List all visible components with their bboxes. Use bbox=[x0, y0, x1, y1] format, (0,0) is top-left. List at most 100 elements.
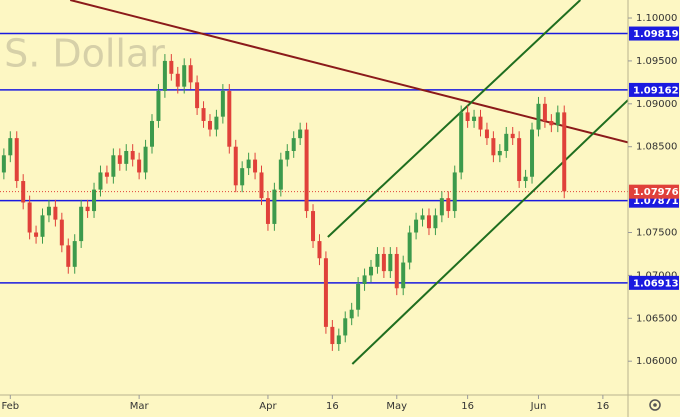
candle-body bbox=[530, 129, 535, 177]
last-price-box bbox=[629, 184, 679, 199]
candle-body bbox=[472, 116, 477, 121]
x-tick-label: May bbox=[386, 401, 407, 412]
candle-body bbox=[311, 211, 316, 242]
candle-body bbox=[188, 65, 193, 83]
candle-body bbox=[278, 159, 283, 190]
candle-body bbox=[162, 60, 167, 91]
candle-body bbox=[304, 129, 309, 212]
candle-body bbox=[66, 245, 71, 267]
candle-body bbox=[562, 112, 567, 192]
candle-body bbox=[27, 202, 32, 233]
candle-body bbox=[53, 206, 58, 220]
candle-body bbox=[420, 215, 425, 220]
candle-body bbox=[156, 90, 161, 121]
trendline bbox=[69, 0, 628, 144]
candle-body bbox=[85, 206, 90, 212]
candle-body bbox=[407, 232, 412, 263]
watermark: .S. Dollar bbox=[0, 32, 165, 76]
candle-body bbox=[555, 112, 560, 126]
x-tick-label: 16 bbox=[461, 401, 474, 412]
candle-body bbox=[523, 176, 528, 182]
candle-body bbox=[137, 159, 142, 173]
candle-body bbox=[362, 275, 367, 284]
candle-body bbox=[46, 206, 51, 216]
level-box bbox=[629, 275, 679, 290]
candle-body bbox=[356, 283, 361, 310]
trendline bbox=[351, 99, 628, 365]
candle-body bbox=[414, 219, 419, 233]
plot bbox=[0, 0, 628, 365]
candle-body bbox=[285, 150, 290, 160]
candle-body bbox=[104, 172, 109, 177]
candle-body bbox=[59, 219, 64, 246]
candle-body bbox=[478, 116, 483, 130]
candle-body bbox=[21, 181, 26, 203]
candle-body bbox=[72, 241, 77, 267]
level-label: 1.09819 bbox=[633, 29, 679, 40]
candle-body bbox=[446, 198, 451, 212]
y-tick-label: 1.06000 bbox=[636, 356, 677, 367]
candle-body bbox=[491, 138, 496, 156]
y-tick-label: 1.06500 bbox=[636, 313, 677, 324]
x-tick-label: Apr bbox=[259, 401, 277, 412]
x-tick-label: Mar bbox=[130, 401, 150, 412]
candle-body bbox=[92, 189, 97, 212]
candle-body bbox=[207, 120, 212, 130]
candle-body bbox=[8, 138, 13, 156]
trendline bbox=[327, 0, 582, 238]
candle-body bbox=[439, 198, 444, 216]
candle-body bbox=[14, 138, 19, 182]
candle-body bbox=[349, 309, 354, 319]
level-label: 1.09162 bbox=[633, 85, 679, 96]
candle-body bbox=[484, 129, 489, 139]
settings-icon[interactable] bbox=[649, 399, 661, 411]
candle-body bbox=[497, 150, 502, 156]
candle-body bbox=[401, 262, 406, 289]
candle-body bbox=[124, 150, 129, 164]
candle-body bbox=[246, 159, 251, 169]
candle-body bbox=[536, 103, 541, 130]
gear-center[interactable] bbox=[653, 403, 657, 407]
candle-body bbox=[175, 73, 180, 87]
level-box bbox=[629, 82, 679, 97]
candle-body bbox=[330, 326, 335, 345]
candle-body bbox=[272, 189, 277, 224]
candle-body bbox=[79, 206, 84, 242]
candle-body bbox=[98, 172, 103, 190]
candle-body bbox=[201, 108, 206, 121]
candle-body bbox=[169, 60, 174, 74]
candle-body bbox=[549, 120, 554, 126]
candle-body bbox=[375, 253, 380, 267]
candle-body bbox=[265, 198, 270, 224]
candle-body bbox=[195, 82, 200, 109]
candle-body bbox=[298, 129, 303, 139]
candle-body bbox=[510, 133, 515, 139]
candle-body bbox=[214, 116, 219, 130]
candle-body bbox=[426, 215, 431, 229]
candle-body bbox=[182, 65, 187, 87]
y-tick-label: 1.10000 bbox=[636, 13, 677, 24]
candle-body bbox=[240, 168, 245, 186]
candle-body bbox=[452, 172, 457, 212]
gear[interactable] bbox=[649, 399, 661, 411]
candle-body bbox=[317, 241, 322, 259]
last-price-label: 1.07976 bbox=[633, 187, 679, 198]
candle-body bbox=[542, 103, 547, 121]
y-tick-label: 1.08500 bbox=[636, 142, 677, 153]
candle-body bbox=[343, 318, 348, 336]
candle-body bbox=[388, 253, 393, 272]
candle-body bbox=[369, 266, 374, 276]
candle-body bbox=[227, 90, 232, 147]
candle-body bbox=[117, 155, 122, 164]
x-tick-label: Feb bbox=[1, 401, 19, 412]
candle-body bbox=[459, 112, 464, 173]
y-tick-label: 1.09500 bbox=[636, 56, 677, 67]
candle-body bbox=[259, 172, 264, 199]
candle-body bbox=[394, 253, 399, 289]
candle-body bbox=[111, 155, 116, 177]
candle-body bbox=[336, 335, 341, 345]
candle-body bbox=[233, 146, 238, 186]
candle-body bbox=[143, 146, 148, 173]
candle-body bbox=[253, 159, 258, 173]
